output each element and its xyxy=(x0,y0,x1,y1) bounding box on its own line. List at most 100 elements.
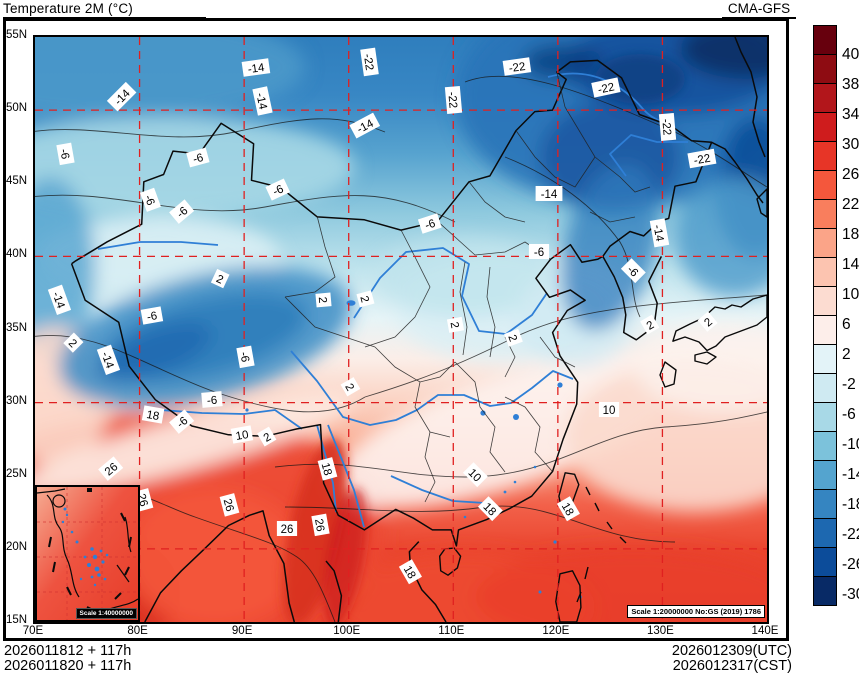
svg-text:-6: -6 xyxy=(192,152,205,166)
svg-text:-6: -6 xyxy=(534,247,544,259)
lat-tick-label: 20N xyxy=(6,540,28,553)
contour-label: -14 xyxy=(252,86,273,116)
colorbar-segment xyxy=(813,112,837,142)
colorbar-segment xyxy=(813,402,837,432)
main-scale-label: Scale 1:20000000 No:GS (2019) 1786 xyxy=(627,605,765,618)
svg-text:-6: -6 xyxy=(57,148,71,160)
colorbar-segment xyxy=(813,576,837,606)
svg-text:-6: -6 xyxy=(146,310,158,324)
contour-label: 2 xyxy=(340,377,361,397)
lon-tick-label: 140E xyxy=(751,625,779,637)
contour-label: 2 xyxy=(63,332,84,353)
svg-text:10: 10 xyxy=(235,429,250,443)
colorbar-segment xyxy=(813,547,837,577)
contour-label: -6 xyxy=(139,187,161,212)
colorbar-segment xyxy=(813,170,837,200)
colorbar-segment xyxy=(813,54,837,84)
svg-text:26: 26 xyxy=(221,498,236,513)
svg-text:-6: -6 xyxy=(142,193,157,207)
colorbar-segment xyxy=(813,518,837,548)
province-borders xyxy=(284,72,651,503)
contour-label: -6 xyxy=(169,409,195,434)
svg-text:-14: -14 xyxy=(247,62,266,76)
contour-label: -6 xyxy=(56,142,75,166)
lat-tick-label: 30N xyxy=(6,394,28,407)
colorbar-tick-label: -18 xyxy=(842,496,859,513)
svg-text:26: 26 xyxy=(312,518,326,533)
lat-tick-label: 45N xyxy=(6,175,28,188)
contour-label: -22 xyxy=(687,148,717,169)
contour-label: -6 xyxy=(236,345,255,369)
model-label: CMA-GFS xyxy=(722,1,796,19)
plot-outer-frame xyxy=(3,18,789,641)
lat-tick-label: 35N xyxy=(6,321,28,334)
lon-tick-label: 110E xyxy=(438,625,465,637)
svg-text:-22: -22 xyxy=(693,153,711,168)
contour-label: -14 xyxy=(96,344,121,375)
contour-label: 2 xyxy=(446,316,465,333)
contour-label: -6 xyxy=(169,199,195,224)
svg-text:-6: -6 xyxy=(237,351,251,363)
colorbar-tick-label: -22 xyxy=(842,526,859,543)
svg-text:2: 2 xyxy=(316,296,329,303)
svg-text:-14: -14 xyxy=(50,290,67,310)
contour-label: 18 xyxy=(141,405,165,424)
lat-tick-label: 50N xyxy=(6,102,28,115)
svg-text:-6: -6 xyxy=(424,218,437,233)
contour-label: 26 xyxy=(311,513,330,537)
svg-text:-14: -14 xyxy=(541,189,558,201)
svg-text:18: 18 xyxy=(559,501,576,518)
svg-text:-6: -6 xyxy=(206,395,217,408)
valid-time-utc: 2026012309(UTC) xyxy=(671,643,792,659)
svg-text:10: 10 xyxy=(603,405,616,417)
svg-text:18: 18 xyxy=(319,462,334,477)
contour-label: -6 xyxy=(140,306,164,325)
svg-text:-6: -6 xyxy=(271,183,285,198)
colorbar-tick-label: 22 xyxy=(842,196,859,213)
colorbar-segment xyxy=(813,431,837,461)
colorbar-tick-label: 38 xyxy=(842,76,859,93)
svg-text:2: 2 xyxy=(645,319,657,333)
contour-label: -6 xyxy=(265,178,291,201)
svg-text:18: 18 xyxy=(401,564,418,581)
lat-tick-label: 25N xyxy=(6,467,28,480)
colorbar-segment xyxy=(813,315,837,345)
contour-label: 2 xyxy=(640,314,660,335)
colorbar-tick-label: 26 xyxy=(842,166,859,183)
page-title: Temperature 2M (°C) xyxy=(3,1,206,19)
contour-label: 2 xyxy=(504,328,523,347)
run-time-utc: 2026011812 + 117h xyxy=(4,643,132,659)
colorbar-tick-label: 18 xyxy=(842,226,859,243)
colorbar-segment xyxy=(813,83,837,113)
lon-tick-label: 120E xyxy=(542,625,570,637)
map-area: -14 -14 -22 -14 -14 -22 -22 -22 -22 -22 -14 -14 -6 -6… xyxy=(33,35,769,624)
svg-text:2: 2 xyxy=(448,321,461,329)
contour-label: -14 xyxy=(47,284,72,315)
lon-tick-label: 90E xyxy=(231,625,253,637)
valid-times: 2026012309(UTC) 2026012317(CST) xyxy=(672,644,792,673)
lon-tick-label: 80E xyxy=(127,625,148,637)
colorbar-segment xyxy=(813,25,837,55)
contour-label: -14 xyxy=(241,58,271,77)
colorbar-tick-label: -2 xyxy=(842,376,856,393)
contour-label: -22 xyxy=(658,112,677,141)
svg-text:-22: -22 xyxy=(361,53,375,71)
colorbar-segment xyxy=(813,460,837,490)
colorbar-tick-label: 2 xyxy=(842,346,851,363)
svg-text:2: 2 xyxy=(262,431,274,445)
valid-time-cst: 2026012317(CST) xyxy=(672,658,792,673)
colorbar-segment xyxy=(813,199,837,229)
lon-tick-label: 70E xyxy=(22,625,44,637)
svg-text:26: 26 xyxy=(281,524,294,536)
colorbar-segment xyxy=(813,344,837,374)
contour-label: -14 xyxy=(535,186,563,201)
svg-text:-14: -14 xyxy=(253,92,268,111)
contour-label: 2 xyxy=(257,426,277,447)
run-times: 2026011812 + 117h 2026011820 + 117h xyxy=(4,644,131,673)
colorbar-tick-label: 6 xyxy=(842,316,851,333)
south-china-sea-inset xyxy=(37,487,138,620)
colorbar-tick-label: 10 xyxy=(842,286,859,303)
colorbar-tick-label: -30 xyxy=(842,586,859,603)
contour-label: -22 xyxy=(502,57,532,76)
